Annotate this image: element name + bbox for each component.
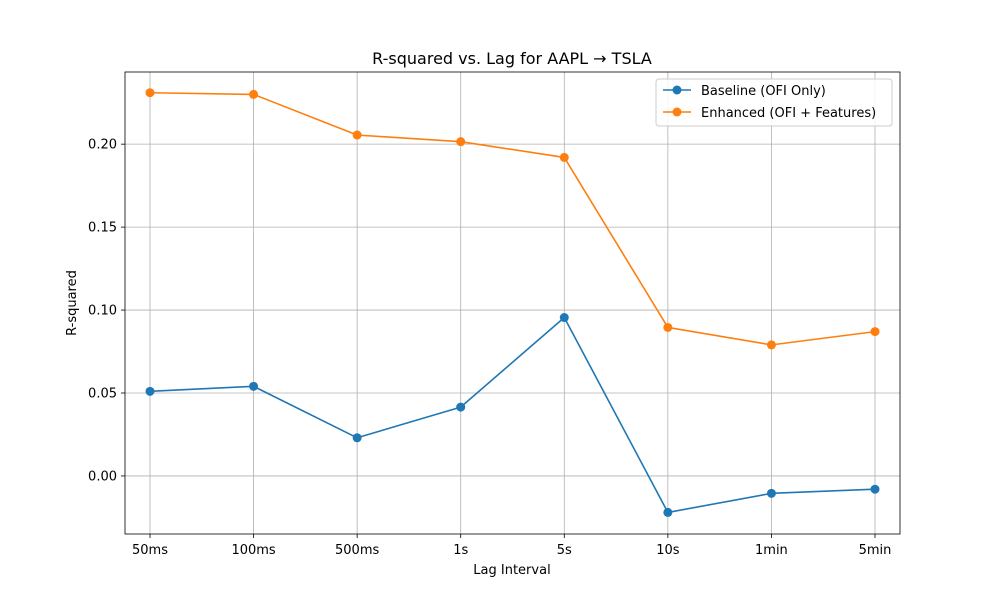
- data-point-baseline: [145, 386, 155, 396]
- y-tick-label: 0.20: [88, 138, 117, 153]
- data-point-enhanced: [766, 340, 776, 350]
- legend-box: [655, 78, 893, 127]
- y-tick-label: 0.05: [88, 386, 117, 401]
- data-point-enhanced: [145, 88, 155, 98]
- chart-title: R-squared vs. Lag for AAPL → TSLA: [372, 49, 652, 68]
- y-tick-label: 0.10: [88, 304, 117, 319]
- data-point-enhanced: [870, 327, 880, 337]
- data-point-enhanced: [559, 152, 569, 162]
- data-point-enhanced: [352, 130, 362, 140]
- data-series: [145, 88, 880, 517]
- data-point-enhanced: [249, 89, 259, 99]
- x-tick-label: 1min: [755, 543, 788, 558]
- data-point-baseline: [766, 488, 776, 498]
- legend-label-baseline: Baseline (OFI Only): [701, 84, 826, 99]
- series-line-baseline: [149, 316, 876, 514]
- data-point-enhanced: [456, 137, 466, 147]
- data-point-enhanced: [663, 322, 673, 332]
- axis-ticks: 50ms 100ms 500ms 1s 5s 10s 1min 5min 0.00 0.05 0.1…: [88, 138, 891, 558]
- series-enhanced: [145, 88, 880, 350]
- plot-area-frame: [124, 71, 901, 535]
- data-point-baseline: [456, 402, 466, 412]
- x-tick-label: 500ms: [335, 543, 379, 558]
- legend-marker-baseline: [672, 85, 682, 95]
- x-axis-label: Lag Interval: [473, 563, 550, 578]
- x-tick-label: 5s: [557, 543, 572, 558]
- y-tick-label: 0.00: [88, 469, 117, 484]
- x-tick-label: 10s: [656, 543, 680, 558]
- legend-label-enhanced: Enhanced (OFI + Features): [701, 106, 876, 121]
- data-point-baseline: [249, 381, 259, 391]
- x-tick-label: 50ms: [132, 543, 168, 558]
- x-tick-label: 100ms: [231, 543, 275, 558]
- y-axis-label: R-squared: [65, 270, 80, 336]
- x-tick-label: 1s: [453, 543, 468, 558]
- data-point-baseline: [663, 507, 673, 517]
- series-baseline: [145, 313, 880, 517]
- series-line-enhanced: [149, 91, 876, 346]
- data-point-baseline: [559, 313, 569, 323]
- y-tick-label: 0.15: [88, 221, 117, 236]
- legend-marker-enhanced: [672, 107, 682, 117]
- x-tick-label: 5min: [859, 543, 892, 558]
- legend: Baseline (OFI Only) Enhanced (OFI + Feat…: [655, 78, 893, 127]
- grid-lines: [125, 72, 900, 534]
- data-point-baseline: [870, 484, 880, 494]
- data-point-baseline: [352, 433, 362, 443]
